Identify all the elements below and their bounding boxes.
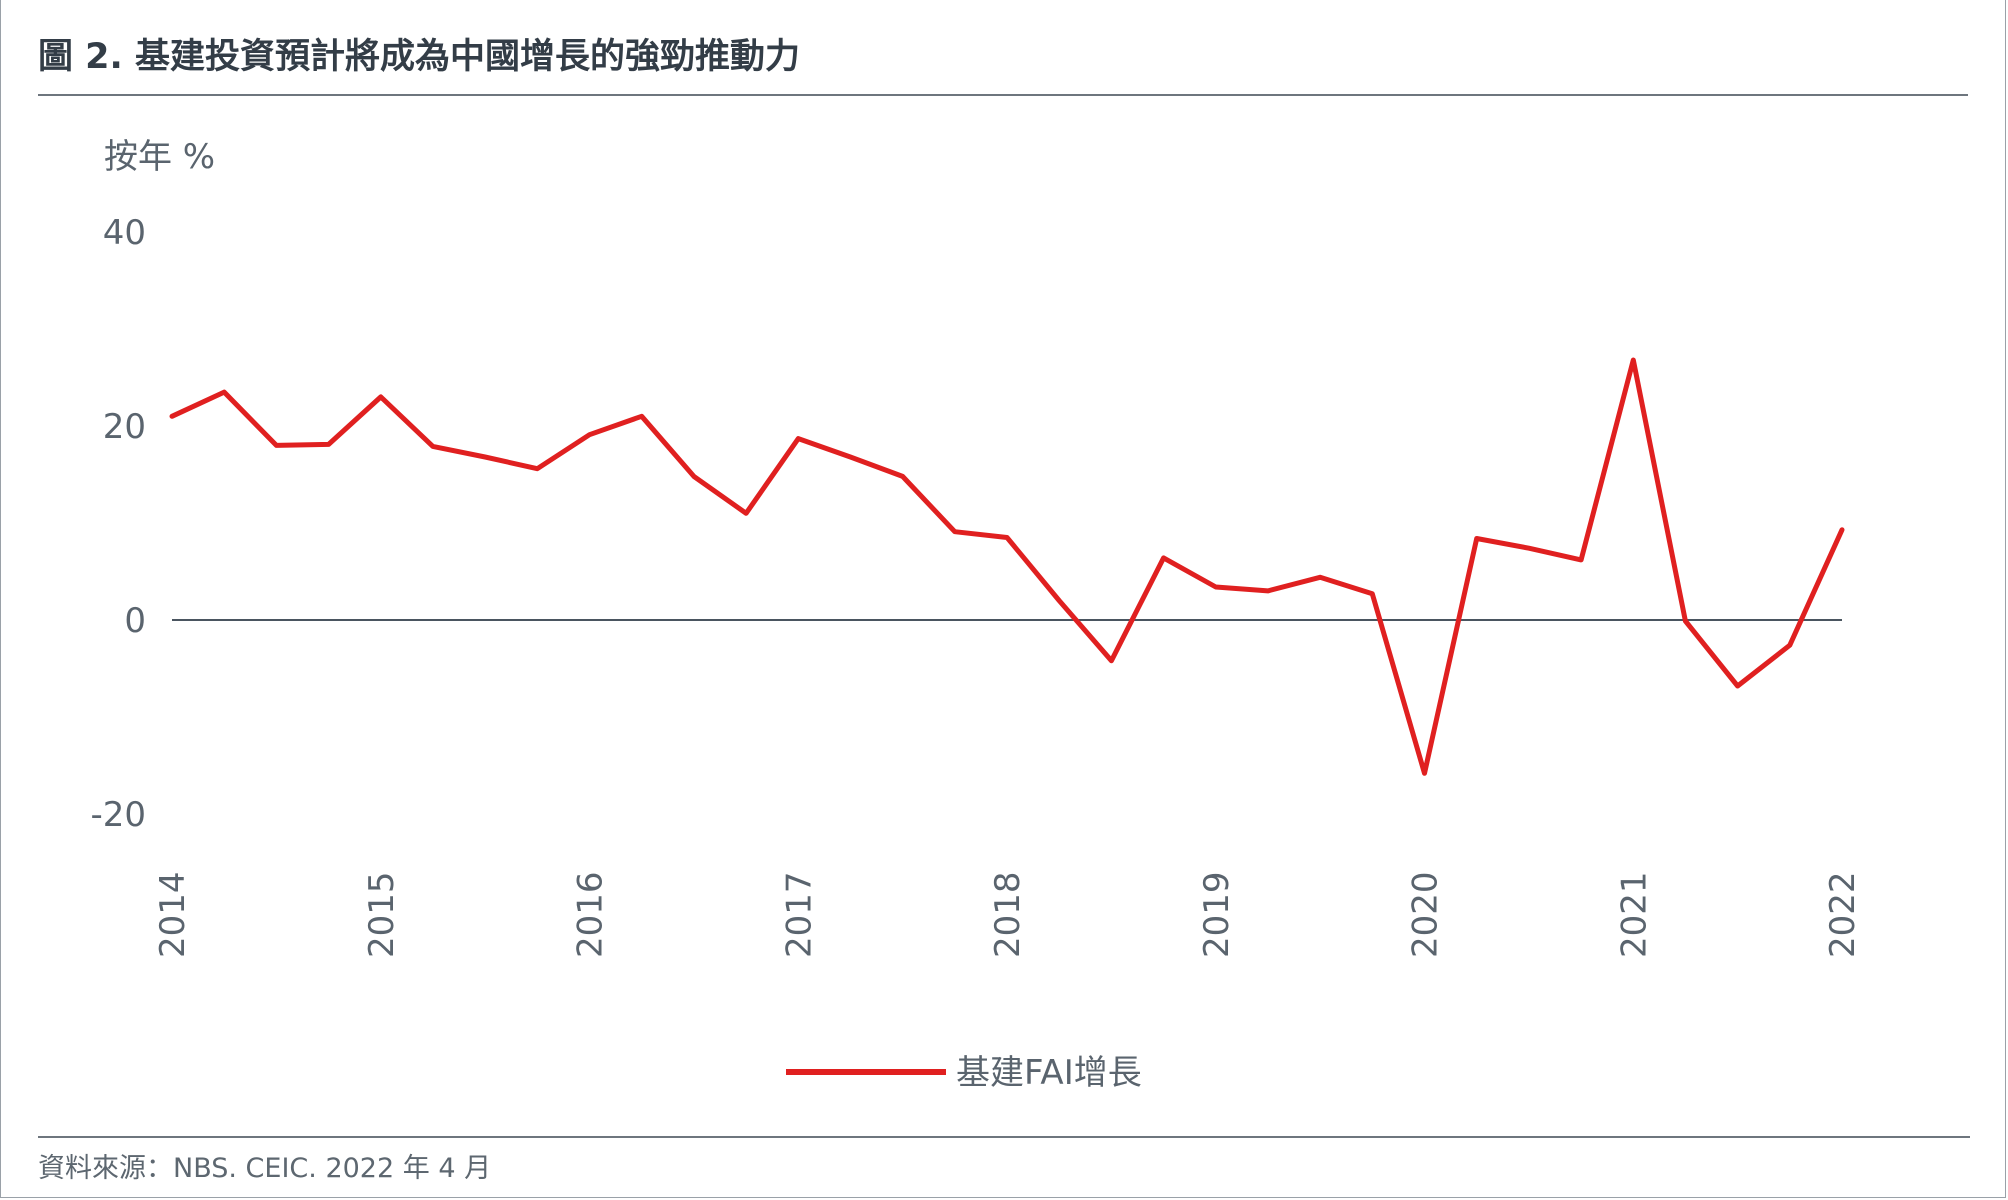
x-axis-ticks: 2014 2015 2016 2017 2018 2019 2020 2021 2022 [153,871,1863,958]
y-tick-label: -20 [90,795,146,835]
page-title: 圖 2. 基建投資預計將成為中國增長的強勁推動力 [38,37,801,77]
x-tick-label: 2015 [362,871,402,958]
legend: 基建FAI增長 [786,1053,1142,1093]
x-tick-label: 2019 [1197,871,1237,958]
x-tick-label: 2017 [779,871,819,958]
y-tick-label: 20 [103,407,146,447]
source-note: 資料來源：NBS. CEIC. 2022 年 4 月 [38,1153,492,1184]
x-tick-label: 2021 [1614,871,1654,958]
x-tick-label: 2022 [1823,871,1863,958]
x-tick-label: 2020 [1406,871,1446,958]
y-tick-label: 0 [124,601,146,641]
y-axis-label: 按年 % [104,137,215,177]
footer-divider [38,1136,1970,1138]
x-tick-label: 2018 [988,871,1028,958]
legend-label: 基建FAI增長 [956,1053,1142,1093]
y-axis-ticks: 40 20 0 -20 [90,213,146,835]
x-tick-label: 2014 [153,871,193,958]
title-divider [38,94,1968,96]
series-line [169,357,1845,776]
y-tick-label: 40 [103,213,146,253]
x-tick-label: 2016 [571,871,611,958]
series-layer [169,357,1845,776]
